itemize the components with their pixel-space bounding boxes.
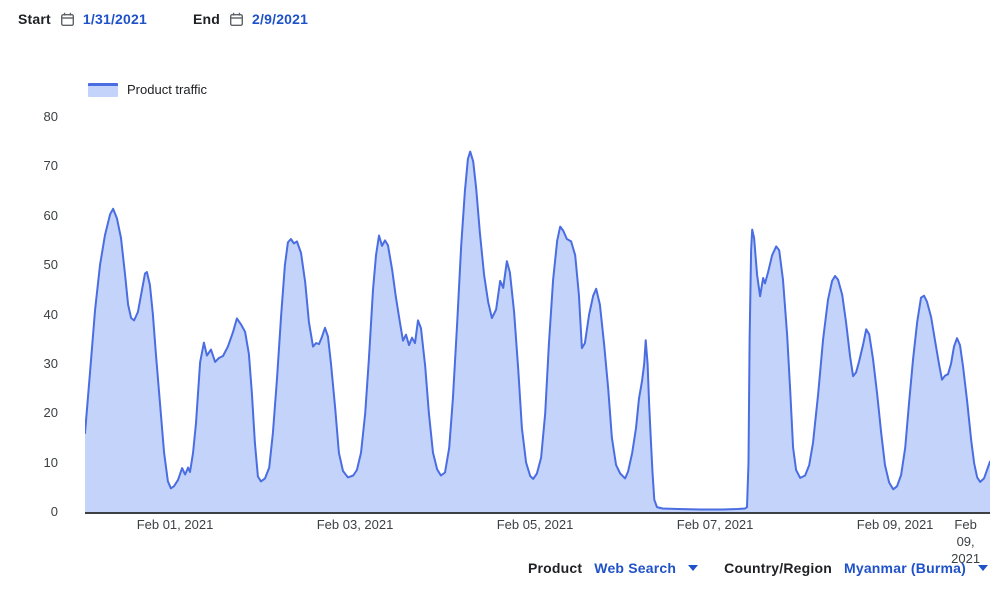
filter-controls: Product Web Search Country/Region Myanma…	[528, 558, 988, 578]
end-label: End	[193, 11, 221, 27]
start-date-button[interactable]: 1/31/2021	[82, 11, 147, 27]
product-select[interactable]: Web Search	[594, 560, 699, 576]
chevron-down-icon	[978, 565, 988, 571]
calendar-icon[interactable]	[229, 12, 244, 27]
x-tick-label: Feb 07, 2021	[676, 517, 754, 532]
y-tick-label: 30	[43, 355, 58, 371]
chevron-down-icon	[688, 565, 699, 571]
product-label: Product	[527, 560, 583, 576]
product-select-value: Web Search	[594, 560, 677, 576]
y-tick-label: 60	[43, 207, 58, 223]
calendar-icon[interactable]	[60, 12, 75, 27]
legend-swatch	[88, 82, 118, 97]
traffic-plot[interactable]	[85, 110, 990, 514]
country-region-label: Country/Region	[724, 560, 832, 576]
traffic-line	[85, 150, 990, 511]
x-tick-label: Feb 05, 2021	[496, 517, 574, 532]
x-tick-label: Feb 01, 2021	[136, 517, 214, 532]
end-date-button[interactable]: 2/9/2021	[252, 11, 309, 27]
country-region-select-value: Myanmar (Burma)	[843, 560, 966, 576]
y-tick-label: 0	[50, 504, 58, 519]
y-tick-label: 70	[43, 158, 58, 174]
y-tick-label: 40	[43, 306, 58, 322]
y-tick-label: 50	[43, 257, 58, 273]
legend-label: Product traffic	[127, 82, 207, 97]
y-tick-label: 80	[43, 109, 58, 124]
chart-legend: Product traffic	[88, 82, 207, 97]
y-tick-label: 10	[43, 454, 58, 470]
traffic-area	[85, 151, 990, 512]
date-range-controls: Start 1/31/2021 End 2/9/2021	[18, 9, 308, 29]
start-label: Start	[18, 11, 51, 27]
x-tick-label: Feb 09, 2021	[856, 517, 934, 532]
y-tick-label: 20	[43, 405, 58, 421]
x-axis-line	[85, 512, 990, 514]
x-tick-label: Feb 03, 2021	[316, 517, 394, 532]
country-region-select[interactable]: Myanmar (Burma)	[844, 560, 988, 576]
x-tick-label: Feb 09, 2021	[951, 517, 981, 566]
